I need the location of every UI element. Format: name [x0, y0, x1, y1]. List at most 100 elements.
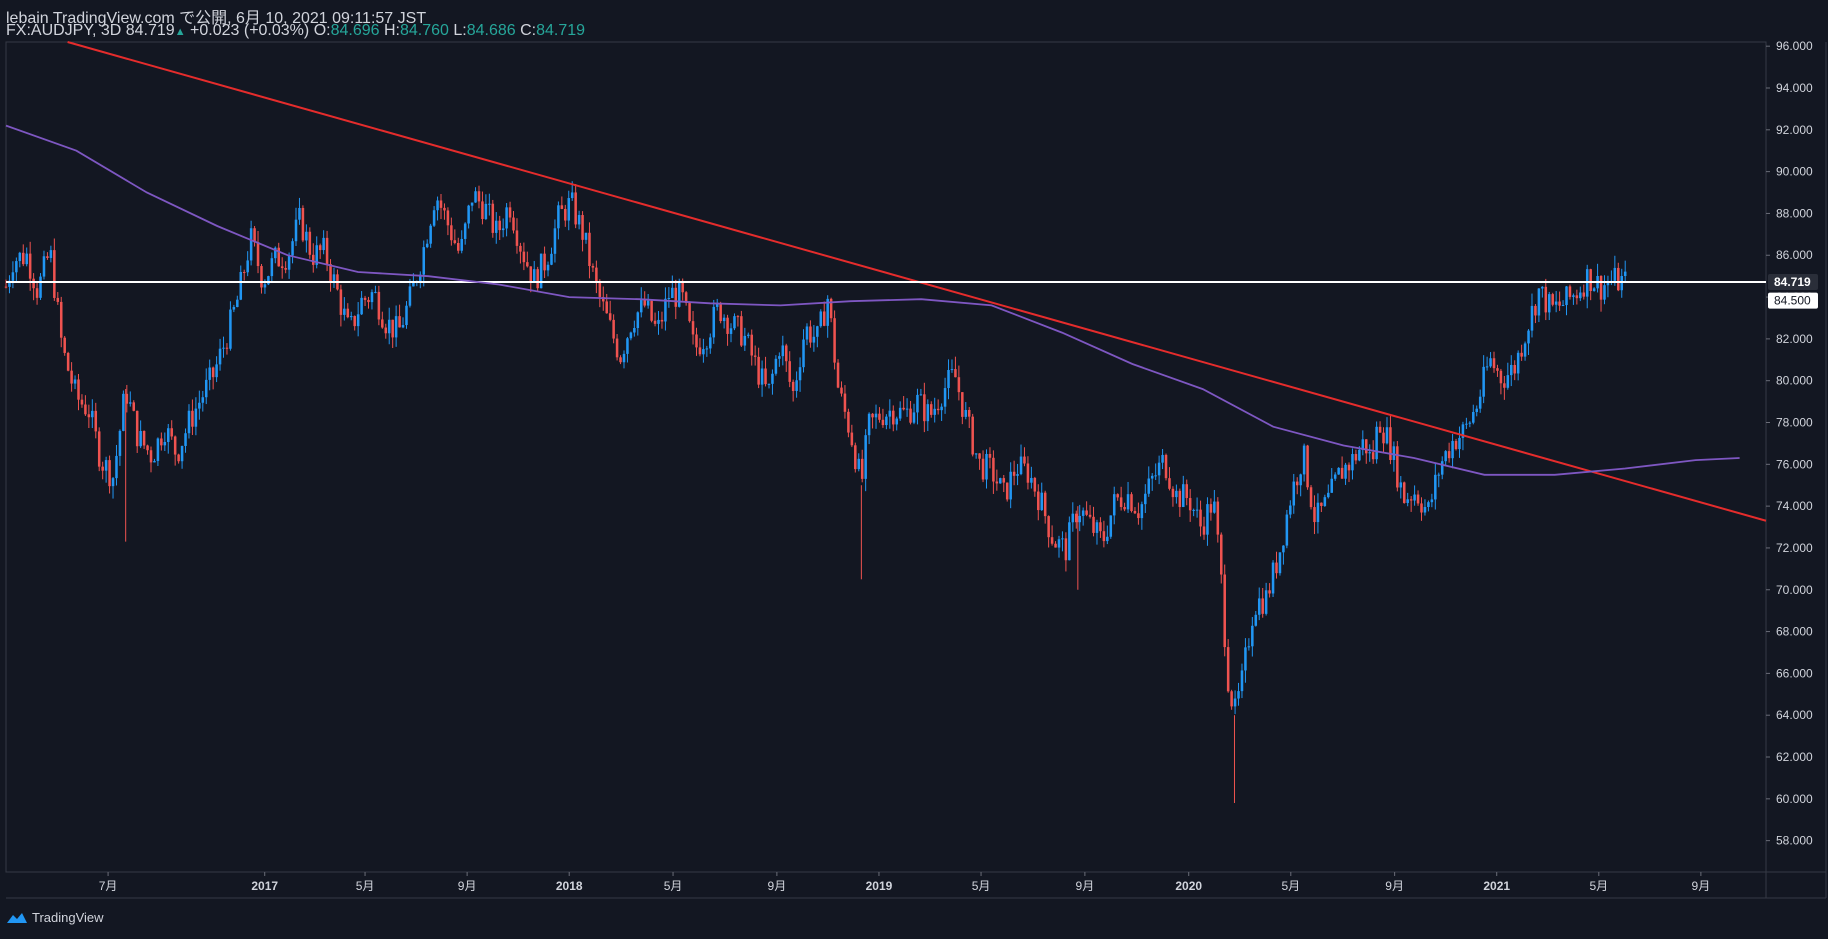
- candle-body: [788, 361, 791, 382]
- candle-body: [602, 296, 605, 302]
- candle-body: [398, 316, 401, 328]
- symbol-label[interactable]: FX:AUDJPY, 3D: [6, 22, 122, 39]
- candle-body: [753, 355, 757, 357]
- candle-body: [1005, 482, 1009, 500]
- candle-body: [843, 393, 847, 412]
- candle-body: [1251, 625, 1254, 647]
- candle-body: [774, 358, 778, 374]
- x-tick-label: 2020: [1175, 879, 1202, 893]
- candle-body: [546, 264, 550, 271]
- x-tick-label: 5月: [1281, 879, 1300, 893]
- candle-body: [467, 205, 470, 224]
- candle-body: [854, 445, 857, 470]
- candle-body: [695, 334, 698, 348]
- x-tick-label: 2019: [866, 879, 893, 893]
- candle-body: [446, 210, 450, 226]
- candle-body: [277, 247, 281, 267]
- y-tick-label: 68.000: [1776, 625, 1813, 639]
- candle-body: [1327, 492, 1330, 498]
- moving-average-line[interactable]: [5, 124, 1740, 476]
- x-tick-label: 2021: [1483, 879, 1510, 893]
- candle-body: [591, 266, 595, 268]
- candle-body: [1175, 490, 1178, 498]
- candle-body: [1389, 427, 1392, 460]
- candle-body: [1544, 286, 1548, 313]
- candle-body: [229, 309, 232, 349]
- candle-body: [1137, 513, 1140, 519]
- candle-body: [332, 274, 336, 282]
- candle-body: [1396, 446, 1399, 488]
- candle-body: [1171, 488, 1175, 498]
- candle-body: [1047, 516, 1050, 538]
- candle-body: [1099, 522, 1102, 532]
- candle-body: [32, 278, 35, 289]
- y-tick-label: 82.000: [1776, 332, 1813, 346]
- x-tick-label: 5月: [664, 879, 683, 893]
- candle-body: [822, 311, 826, 326]
- candle-body: [674, 287, 678, 307]
- candle-body: [608, 313, 612, 320]
- candle-body: [1085, 510, 1088, 515]
- candle-body: [588, 232, 591, 267]
- candle-body: [871, 413, 874, 418]
- candle-body: [629, 332, 633, 339]
- candle-body: [142, 430, 146, 446]
- candle-body: [494, 220, 498, 233]
- candle-body: [491, 203, 495, 233]
- candle-body: [636, 312, 640, 329]
- candle-body: [1154, 475, 1157, 477]
- open-label: O:: [313, 22, 331, 39]
- candle-body: [387, 319, 391, 334]
- candle-body: [722, 317, 726, 322]
- x-tick-label: 5月: [972, 879, 991, 893]
- candle-body: [605, 301, 608, 314]
- candle-body: [1313, 507, 1316, 523]
- candle-body: [570, 192, 574, 199]
- candle-body: [215, 364, 218, 378]
- candle-body: [733, 316, 736, 329]
- candle-body: [232, 307, 236, 310]
- candle-body: [349, 316, 353, 318]
- candle-body: [363, 297, 367, 300]
- candle-body: [135, 410, 139, 447]
- candle-body: [377, 291, 381, 320]
- candle-body: [1095, 522, 1099, 533]
- last-price: 84.719: [125, 22, 175, 39]
- candle-body: [1589, 269, 1592, 292]
- x-tick-label: 7月: [99, 879, 118, 893]
- candle-body: [1358, 449, 1361, 461]
- candle-body: [919, 394, 923, 396]
- candle-body: [1009, 471, 1012, 500]
- candle-body: [1147, 478, 1151, 494]
- candle-body: [59, 301, 63, 338]
- candle-body: [961, 392, 964, 417]
- candle-body: [222, 347, 225, 349]
- brand-label[interactable]: TradingView: [32, 910, 104, 925]
- candle-body: [156, 438, 160, 461]
- open-value: 84.696: [330, 22, 380, 39]
- candle-body: [1192, 509, 1195, 511]
- candle-body: [1223, 574, 1226, 648]
- candle-body: [39, 276, 42, 298]
- candle-body: [1382, 432, 1385, 444]
- candle-body: [681, 282, 684, 293]
- candle-body: [260, 266, 263, 288]
- close-value: 84.719: [536, 22, 586, 39]
- candle-body: [1423, 507, 1427, 513]
- y-tick-label: 96.000: [1776, 39, 1813, 53]
- tradingview-logo-icon: [7, 912, 27, 923]
- candle-body: [343, 308, 346, 315]
- candle-body: [339, 289, 343, 315]
- candle-body: [1275, 562, 1278, 574]
- candle-body: [204, 379, 208, 398]
- candle-body: [916, 394, 919, 413]
- candle-body: [384, 327, 388, 334]
- candle-body: [325, 237, 329, 264]
- candle-body: [463, 223, 467, 239]
- candle-body: [1572, 295, 1575, 297]
- candle-body: [1492, 358, 1496, 369]
- candle-body: [470, 202, 474, 206]
- candle-body: [760, 368, 764, 385]
- candle-body: [1344, 464, 1347, 479]
